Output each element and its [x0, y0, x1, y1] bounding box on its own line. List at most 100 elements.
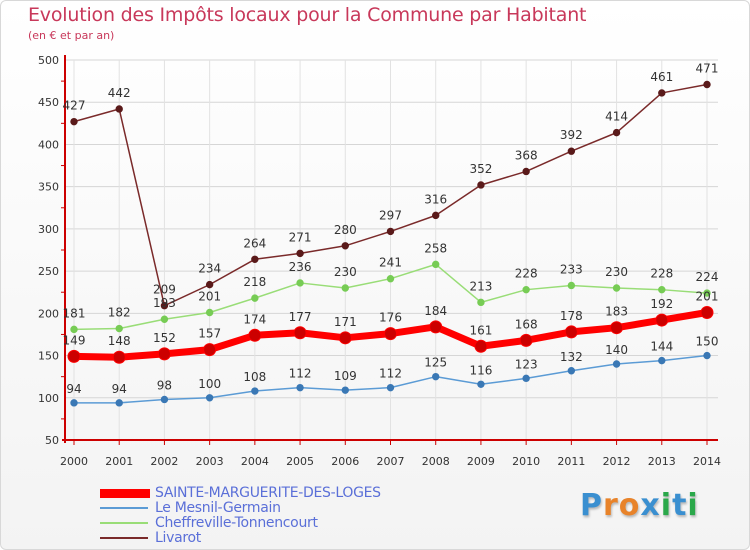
y-tick-label: 100 [38, 392, 59, 405]
data-point [251, 255, 259, 263]
data-label: 150 [696, 335, 719, 349]
data-label: 168 [515, 317, 538, 331]
data-label: 177 [289, 310, 312, 324]
legend-swatch [100, 489, 150, 498]
data-point [655, 313, 669, 327]
data-point [564, 325, 578, 339]
data-point [251, 387, 259, 395]
data-label: 152 [153, 331, 176, 345]
data-label: 241 [379, 256, 402, 270]
data-point [338, 331, 352, 345]
data-point [567, 281, 576, 290]
data-point [115, 399, 123, 407]
data-point [70, 117, 78, 126]
data-label: 193 [153, 296, 176, 310]
data-label: 213 [469, 279, 492, 293]
data-point [432, 211, 440, 220]
data-label: 228 [650, 267, 673, 281]
data-point [474, 339, 488, 353]
data-label: 112 [379, 367, 402, 381]
legend-item: Le Mesnil-Germain [100, 500, 460, 516]
data-label: 98 [157, 378, 172, 392]
data-point [157, 347, 171, 361]
x-tick-label: 2000 [60, 455, 88, 468]
data-point [248, 328, 262, 342]
x-tick-label: 2010 [512, 455, 540, 468]
data-label: 176 [379, 311, 402, 325]
x-tick-label: 2011 [557, 455, 585, 468]
data-point [205, 280, 214, 289]
data-label: 352 [469, 162, 492, 176]
data-point [567, 147, 576, 155]
legend-label: Le Mesnil-Germain [155, 500, 281, 516]
data-label: 116 [469, 363, 492, 377]
data-point [296, 249, 304, 258]
data-point [703, 289, 711, 297]
data-label: 201 [696, 289, 719, 303]
data-point [112, 350, 126, 364]
data-label: 233 [560, 262, 583, 276]
data-label: 182 [108, 306, 131, 320]
data-point [567, 367, 576, 375]
data-point [703, 80, 711, 89]
y-tick-label: 250 [38, 265, 59, 278]
data-label: 123 [515, 357, 538, 371]
legend-swatch [100, 507, 148, 509]
data-point [384, 327, 397, 341]
data-point [700, 305, 714, 319]
legend-label: Livarot [155, 530, 201, 546]
data-label: 414 [605, 110, 628, 124]
data-point [160, 395, 169, 404]
data-point [658, 89, 666, 97]
data-label: 316 [424, 192, 447, 206]
data-point [205, 308, 214, 317]
data-point [522, 167, 530, 176]
data-point [67, 349, 81, 363]
y-tick-label: 350 [38, 181, 59, 194]
x-tick-label: 2007 [377, 455, 405, 468]
data-point [703, 351, 711, 360]
y-tick-label: 50 [45, 434, 59, 447]
data-point [341, 386, 349, 394]
data-point [115, 324, 123, 333]
data-point [296, 279, 304, 287]
data-label: 271 [289, 230, 312, 244]
data-point [610, 321, 624, 335]
data-label: 228 [515, 267, 538, 281]
data-label: 140 [605, 343, 628, 357]
x-tick-label: 2009 [467, 455, 495, 468]
chart-title: Evolution des Impôts locaux pour la Comm… [28, 4, 587, 26]
chart-subtitle: (en € et par an) [28, 29, 115, 42]
data-label: 442 [108, 86, 131, 100]
y-tick-label: 300 [38, 223, 59, 236]
data-label: 218 [243, 275, 266, 289]
y-tick-label: 400 [38, 138, 59, 151]
legend-label: Cheffreville-Tonnencourt [155, 515, 318, 531]
x-tick-label: 2008 [422, 455, 450, 468]
data-label: 125 [424, 356, 447, 370]
data-label: 183 [605, 305, 628, 319]
x-tick-label: 2005 [286, 455, 314, 468]
data-label: 94 [66, 382, 81, 396]
data-label: 100 [198, 377, 221, 391]
data-point [477, 380, 485, 388]
data-point [612, 360, 621, 368]
data-point [477, 181, 485, 189]
data-label: 201 [198, 289, 221, 303]
legend-item: Livarot [100, 530, 460, 546]
data-point [296, 383, 304, 392]
data-label: 192 [650, 297, 673, 311]
data-point [293, 326, 307, 340]
data-label: 157 [198, 327, 221, 341]
data-label: 236 [289, 260, 312, 274]
data-label: 471 [696, 61, 719, 75]
data-point [341, 242, 349, 250]
data-point [386, 275, 395, 283]
data-label: 264 [243, 236, 266, 250]
data-label: 171 [334, 315, 357, 329]
x-tick-label: 2003 [196, 455, 224, 468]
y-tick-label: 450 [38, 96, 59, 109]
data-label: 230 [334, 265, 357, 279]
data-point [658, 285, 666, 294]
